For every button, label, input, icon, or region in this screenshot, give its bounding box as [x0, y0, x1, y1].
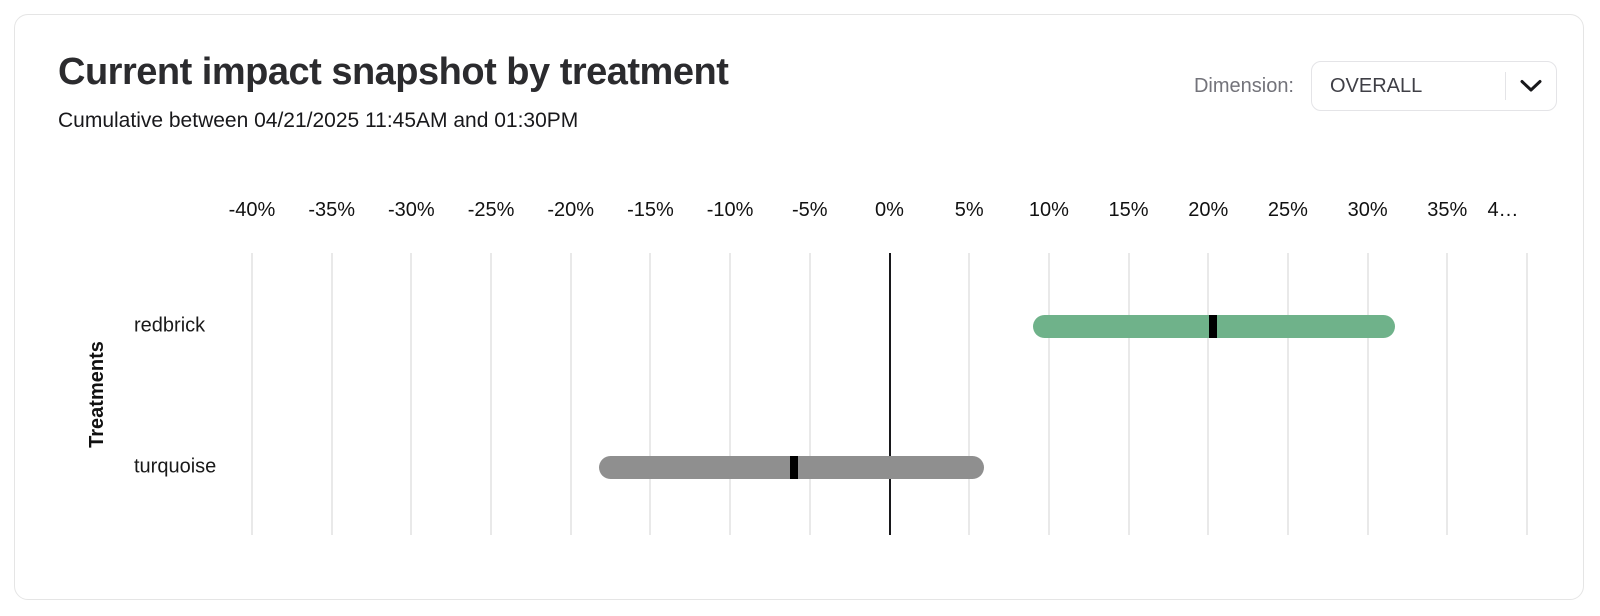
- impact-chart: Treatments -40% -35% -30% -25% -20% -15% -10% -…: [15, 15, 1583, 599]
- x-axis-tick-label: -30%: [388, 199, 435, 221]
- zero-line: [888, 253, 891, 535]
- x-axis-tick-label: -40%: [228, 199, 276, 221]
- x-axis-tick-label: 10%: [1028, 199, 1069, 221]
- x-axis-tick-label: -15%: [627, 199, 674, 221]
- gridline: [968, 253, 971, 535]
- gridline: [1366, 253, 1369, 535]
- x-axis-tick-label: -25%: [467, 199, 515, 221]
- x-axis-tick-label: 25%: [1267, 199, 1308, 221]
- dimension-control: Dimension: OVERALL: [1194, 61, 1557, 111]
- dimension-selected-value: OVERALL: [1330, 74, 1423, 97]
- x-axis-tick-label: 20%: [1188, 199, 1229, 221]
- gridline: [649, 253, 652, 535]
- x-axis-tick-label: -10%: [706, 199, 754, 221]
- x-axis-tick-label: 4…: [1487, 199, 1519, 221]
- gridline: [1207, 253, 1210, 535]
- chart-plot-area: -40% -35% -30% -25% -20% -15% -10% -5% 0% 5% 10% 15…: [134, 199, 1528, 535]
- point-estimate-marker: [789, 455, 798, 479]
- x-axis-tick-label: -5%: [792, 199, 828, 221]
- x-axis-tick-label: 5%: [954, 199, 984, 221]
- confidence-interval-bar[interactable]: [1032, 314, 1395, 338]
- select-divider: [1505, 72, 1506, 100]
- gridline: [729, 253, 732, 535]
- page-subtitle: Cumulative between 04/21/2025 11:45AM an…: [58, 109, 579, 132]
- y-axis-category-label: redbrick: [134, 314, 206, 337]
- point-estimate-marker: [1209, 314, 1218, 338]
- x-axis-tick-label: 15%: [1108, 199, 1149, 221]
- y-axis-title: Treatments: [85, 340, 108, 448]
- x-axis-tick-label: 0%: [875, 199, 904, 221]
- dimension-label: Dimension:: [1193, 74, 1294, 97]
- gridline: [410, 253, 413, 535]
- gridline: [1127, 253, 1130, 535]
- x-axis-tick-label: 35%: [1427, 199, 1468, 221]
- impact-snapshot-card: Current impact snapshot by treatment Cum…: [14, 14, 1584, 600]
- x-axis-tick-label: 30%: [1347, 199, 1388, 221]
- y-axis-category-label: turquoise: [134, 455, 217, 478]
- gridline: [808, 253, 811, 535]
- gridline: [330, 253, 333, 535]
- chevron-down-icon: [1506, 79, 1556, 93]
- x-axis-tick-label: -20%: [547, 199, 595, 221]
- gridline: [569, 253, 572, 535]
- gridline: [490, 253, 493, 535]
- gridline: [1047, 253, 1050, 535]
- gridline: [1526, 253, 1528, 535]
- confidence-interval-bar[interactable]: [599, 455, 984, 479]
- dimension-select[interactable]: OVERALL: [1311, 61, 1557, 111]
- gridline: [251, 253, 253, 535]
- x-axis-tick-label: -35%: [308, 199, 356, 221]
- gridline: [1446, 253, 1449, 535]
- gridline: [1286, 253, 1289, 535]
- page-title: Current impact snapshot by treatment: [58, 51, 729, 93]
